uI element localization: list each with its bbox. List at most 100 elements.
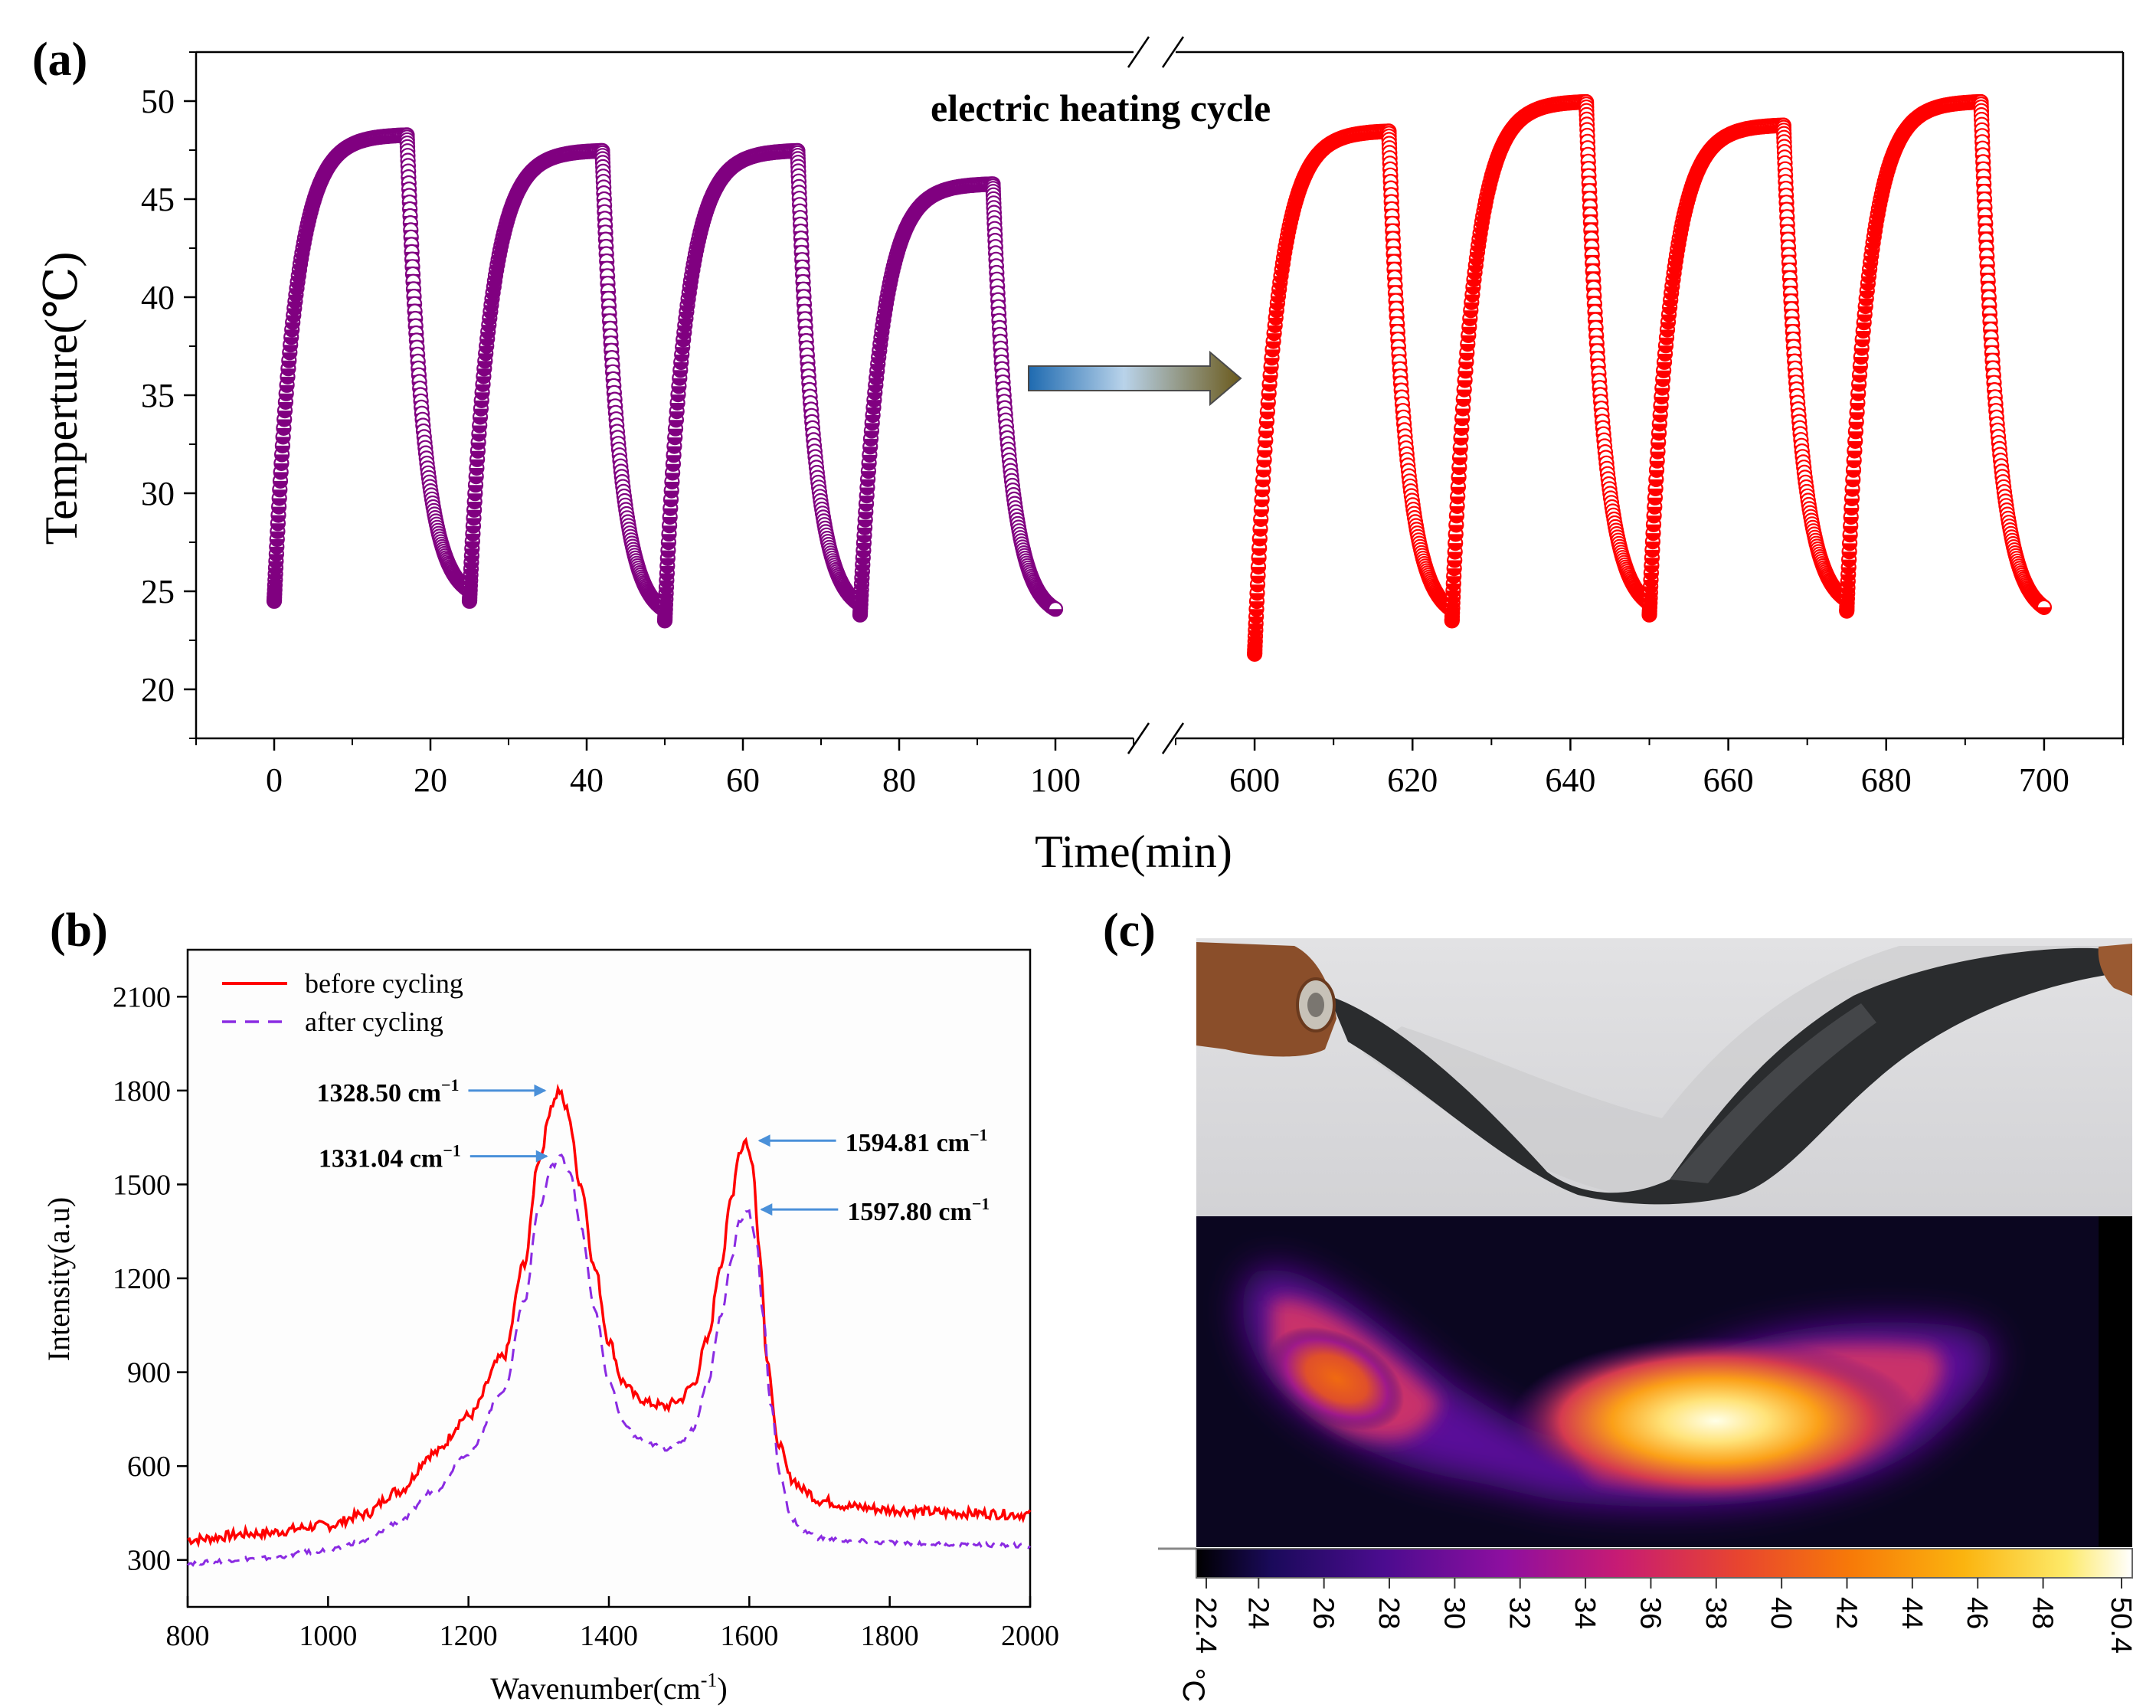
data-point-fill <box>1650 470 1664 477</box>
data-point-fill <box>1655 388 1670 395</box>
data-point-fill <box>1844 508 1859 515</box>
data-point-fill <box>1866 242 1880 250</box>
b-x-tick-label: 1400 <box>580 1620 638 1652</box>
b-y-tick-label: 1200 <box>113 1263 171 1295</box>
x-tick-label: 40 <box>570 761 604 799</box>
data-point-fill <box>473 425 487 433</box>
data-point-fill <box>1651 442 1666 450</box>
data-point-fill <box>1265 349 1280 357</box>
data-point-fill <box>1446 597 1461 604</box>
data-point-fill <box>466 533 480 541</box>
data-point-fill <box>284 337 299 345</box>
data-point-fill <box>482 325 496 332</box>
data-point-fill <box>855 571 869 579</box>
b-x-tick-label: 2000 <box>1001 1620 1059 1652</box>
data-point-fill <box>1451 476 1466 484</box>
data-point-fill <box>869 378 884 385</box>
data-point-fill <box>1466 286 1480 294</box>
data-point-fill <box>870 371 885 378</box>
data-point-fill <box>1447 576 1461 584</box>
data-point-fill <box>1649 479 1664 486</box>
data-point-fill <box>1453 457 1467 465</box>
data-point-fill <box>876 319 891 327</box>
data-point-fill <box>1472 239 1487 247</box>
data-point-fill <box>1859 298 1873 306</box>
data-point-fill <box>469 485 483 492</box>
data-point-fill <box>1447 568 1461 576</box>
data-point-fill <box>861 471 875 479</box>
data-point-fill <box>859 512 873 519</box>
data-point-fill <box>281 368 296 376</box>
data-point-fill <box>1858 306 1873 314</box>
data-point-fill <box>1644 558 1659 565</box>
data-point-fill <box>1448 534 1463 542</box>
y-tick-label: 40 <box>141 279 175 316</box>
data-point-fill <box>276 437 290 444</box>
data-point-fill <box>271 515 286 522</box>
data-point-fill <box>875 332 889 339</box>
peak-annotation: 1328.50 cm−1 <box>316 1075 547 1108</box>
data-point-fill <box>1248 636 1262 643</box>
data-point-fill <box>1257 460 1271 467</box>
data-point-fill <box>1462 326 1477 334</box>
data-point-fill <box>854 590 869 597</box>
data-point-fill <box>463 580 478 587</box>
x-tick-label: 660 <box>1703 761 1754 799</box>
data-point-fill <box>1252 538 1267 546</box>
data-point-fill <box>1266 341 1281 348</box>
data-point-fill <box>1464 310 1478 318</box>
data-point-fill <box>1854 348 1869 355</box>
data-point-fill <box>1841 574 1856 581</box>
data-point-fill <box>286 315 301 322</box>
data-point-fill <box>1857 314 1872 322</box>
data-point-fill <box>1663 307 1677 314</box>
data-point-fill <box>1656 379 1670 387</box>
data-point-fill <box>1461 344 1475 352</box>
data-point-fill <box>1844 525 1858 533</box>
y-tick-label: 20 <box>141 671 175 708</box>
data-point-fill <box>1448 543 1463 551</box>
data-point-fill <box>1645 549 1660 557</box>
data-point-fill <box>1842 559 1857 567</box>
data-point-fill <box>274 463 289 470</box>
data-point-fill <box>659 573 674 581</box>
data-point-fill <box>1253 528 1268 536</box>
data-point-fill <box>1270 303 1284 310</box>
data-point-fill <box>1840 581 1855 588</box>
peak-label: 1328.50 cm−1 <box>316 1075 459 1108</box>
y-axis-label: Temperture(℃) <box>36 252 87 545</box>
data-point-fill <box>672 378 687 385</box>
data-point-fill <box>1251 567 1265 574</box>
data-point-fill <box>872 357 886 365</box>
y-axis-label-b: Intensity(a.u) <box>41 1197 76 1361</box>
colorbar-tick-label: 48 <box>2027 1597 2059 1629</box>
legend-label-after: after cycling <box>305 1006 443 1037</box>
data-point-fill <box>283 345 298 352</box>
legend: before cycling after cycling <box>222 968 463 1037</box>
panel-label-c: (c) <box>1103 905 1156 957</box>
panel-label-b: (b) <box>50 905 108 957</box>
data-point-fill <box>1860 283 1875 291</box>
photo-film <box>1196 938 2132 1218</box>
data-point-fill <box>469 476 483 484</box>
data-point-fill <box>1643 597 1657 605</box>
data-point-fill <box>273 480 287 488</box>
data-point-fill <box>1451 486 1465 494</box>
colorbar-tick-label: 36 <box>1634 1597 1666 1629</box>
b-x-tick-label: 1200 <box>440 1620 498 1652</box>
data-point-fill <box>1650 460 1664 468</box>
data-point-fill <box>1847 460 1861 468</box>
data-point-fill <box>483 318 497 326</box>
data-point-fill <box>464 555 479 563</box>
data-point-fill <box>484 305 499 312</box>
data-point-fill <box>1664 293 1679 300</box>
peak-annotation: 1597.80 cm−1 <box>760 1194 990 1226</box>
b-y-tick-label: 300 <box>127 1545 171 1577</box>
data-point-fill <box>479 345 494 353</box>
data-point-fill <box>1448 551 1462 559</box>
data-point-fill <box>684 280 698 288</box>
data-point-fill <box>1855 339 1870 347</box>
data-point-fill <box>1468 265 1483 273</box>
data-point-fill <box>1248 641 1262 649</box>
data-point-fill <box>857 535 872 542</box>
